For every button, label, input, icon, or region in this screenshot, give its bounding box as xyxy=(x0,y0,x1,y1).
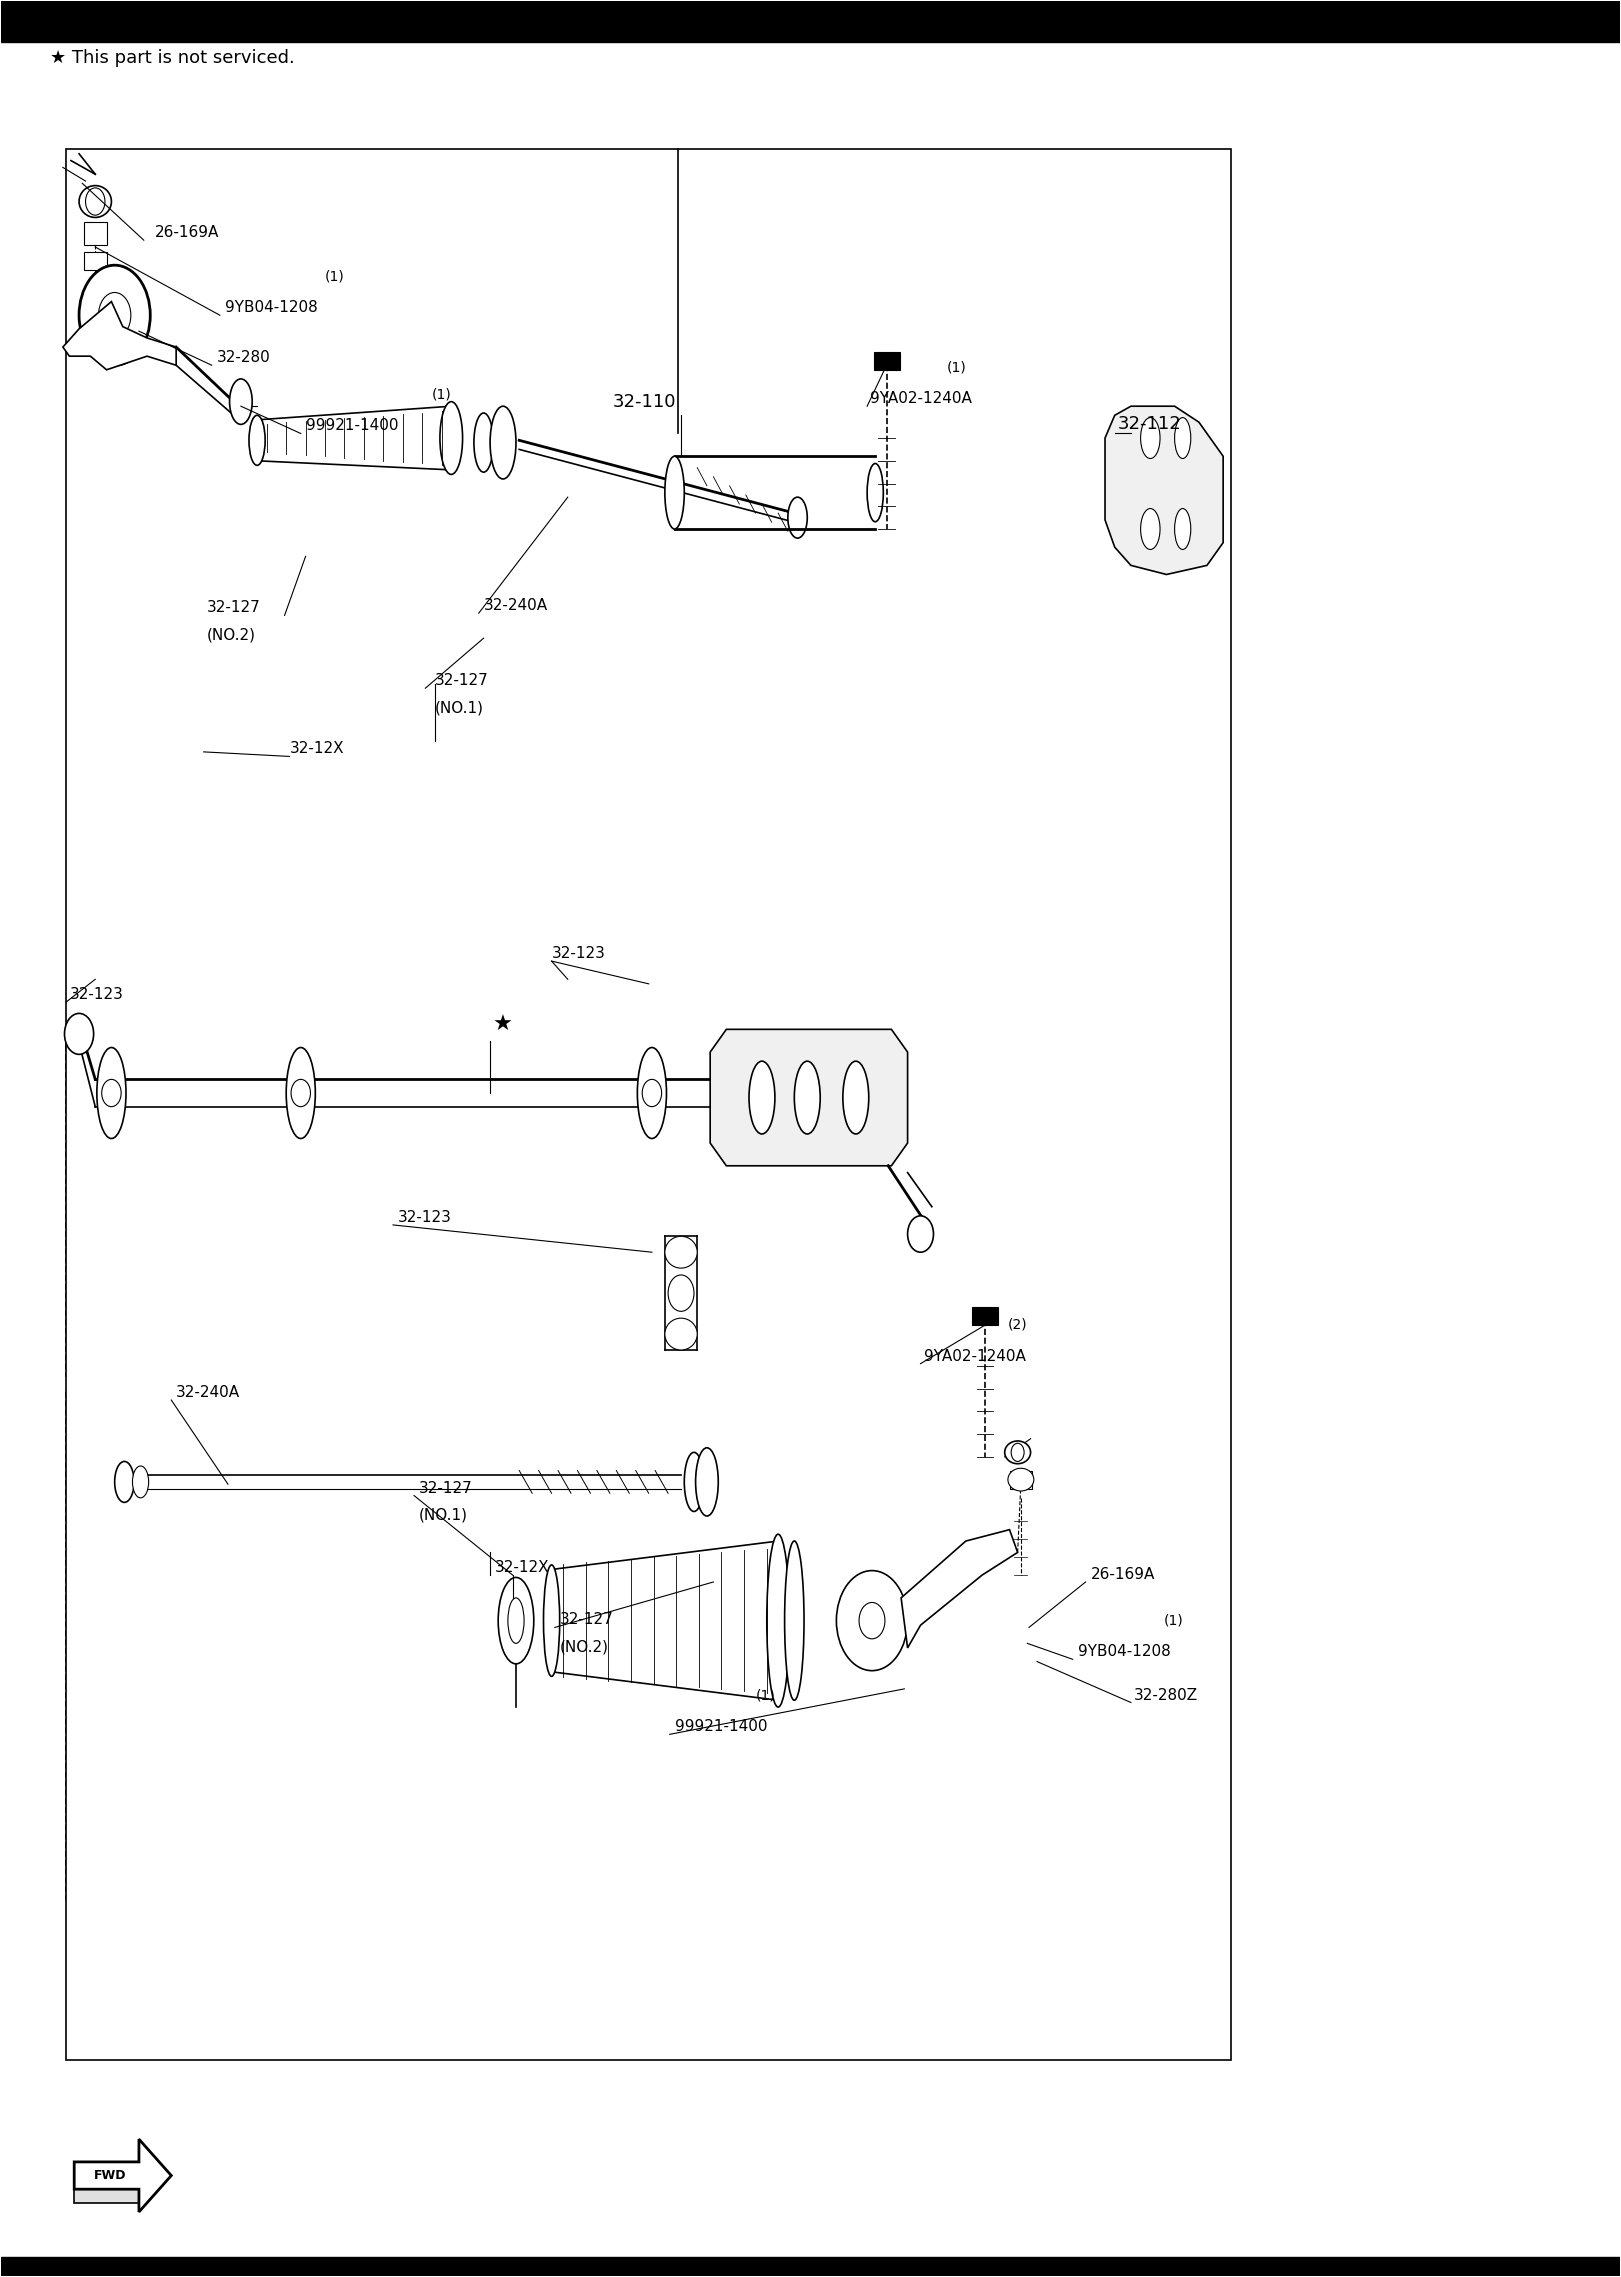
Bar xyxy=(973,1307,999,1325)
Text: (NO.2): (NO.2) xyxy=(207,628,256,642)
Text: (NO.1): (NO.1) xyxy=(418,1507,468,1523)
Text: 32-127: 32-127 xyxy=(434,674,490,688)
Bar xyxy=(84,250,107,269)
Ellipse shape xyxy=(843,1061,869,1134)
Circle shape xyxy=(908,1216,934,1252)
Text: 32-123: 32-123 xyxy=(397,1209,452,1225)
Ellipse shape xyxy=(1141,417,1161,458)
Bar xyxy=(66,1025,1037,1378)
Bar xyxy=(66,150,1232,2061)
Circle shape xyxy=(1012,1444,1024,1462)
Text: 32-112: 32-112 xyxy=(1118,414,1182,433)
Ellipse shape xyxy=(230,378,253,424)
Text: 32-240A: 32-240A xyxy=(483,599,548,613)
Ellipse shape xyxy=(250,414,266,465)
Ellipse shape xyxy=(665,1318,697,1350)
Text: 32-280: 32-280 xyxy=(217,351,271,364)
Ellipse shape xyxy=(665,1236,697,1268)
Text: (1): (1) xyxy=(326,269,345,282)
Ellipse shape xyxy=(867,465,883,521)
Ellipse shape xyxy=(1175,417,1191,458)
Ellipse shape xyxy=(1008,1469,1034,1491)
Text: ★ This part is not serviced.: ★ This part is not serviced. xyxy=(50,50,295,68)
Text: 9YB04-1208: 9YB04-1208 xyxy=(1078,1644,1170,1660)
Text: FWD: FWD xyxy=(94,2170,126,2181)
Ellipse shape xyxy=(287,1047,316,1138)
Text: (NO.2): (NO.2) xyxy=(559,1639,608,1655)
Ellipse shape xyxy=(115,1462,135,1503)
Circle shape xyxy=(99,291,131,337)
Text: 9YA02-1240A: 9YA02-1240A xyxy=(924,1348,1026,1364)
Ellipse shape xyxy=(507,1598,524,1644)
Text: 32-240A: 32-240A xyxy=(177,1384,240,1400)
Bar xyxy=(84,221,107,244)
Text: 32-12X: 32-12X xyxy=(290,742,344,756)
Text: 99921-1400: 99921-1400 xyxy=(674,1719,767,1735)
Ellipse shape xyxy=(749,1061,775,1134)
Bar xyxy=(66,1389,1037,1901)
Text: 32-127: 32-127 xyxy=(207,601,261,615)
Text: 32-110: 32-110 xyxy=(613,392,676,410)
Circle shape xyxy=(79,264,151,364)
Text: (2): (2) xyxy=(1008,1318,1028,1332)
Text: 32-123: 32-123 xyxy=(551,947,606,961)
Polygon shape xyxy=(1106,405,1224,574)
Bar xyxy=(924,1291,1216,1507)
Ellipse shape xyxy=(637,1047,666,1138)
Text: 32-12X: 32-12X xyxy=(494,1560,550,1576)
Polygon shape xyxy=(75,2138,172,2211)
Circle shape xyxy=(86,189,105,214)
Text: (1): (1) xyxy=(755,1690,775,1703)
Text: (NO.1): (NO.1) xyxy=(434,701,485,715)
Text: (1): (1) xyxy=(431,387,452,401)
Circle shape xyxy=(859,1603,885,1639)
Text: 32-127: 32-127 xyxy=(559,1612,613,1628)
Ellipse shape xyxy=(79,187,112,216)
Text: 32-123: 32-123 xyxy=(70,986,123,1002)
Ellipse shape xyxy=(684,1453,704,1512)
Text: ★: ★ xyxy=(493,1016,512,1034)
Polygon shape xyxy=(63,301,177,369)
Ellipse shape xyxy=(1141,508,1161,549)
Ellipse shape xyxy=(97,1047,126,1138)
Text: 26-169A: 26-169A xyxy=(156,225,219,239)
Bar xyxy=(2,2,1619,43)
Text: 26-169A: 26-169A xyxy=(1091,1567,1154,1583)
Ellipse shape xyxy=(788,496,807,537)
Bar xyxy=(874,351,900,369)
Text: 9YB04-1208: 9YB04-1208 xyxy=(225,301,318,314)
Ellipse shape xyxy=(65,1013,94,1054)
Ellipse shape xyxy=(1175,508,1191,549)
Circle shape xyxy=(292,1079,311,1107)
Bar xyxy=(1010,1471,1033,1489)
Ellipse shape xyxy=(695,1448,718,1516)
Ellipse shape xyxy=(1005,1441,1031,1464)
Text: 32-127: 32-127 xyxy=(418,1480,473,1496)
Ellipse shape xyxy=(785,1542,804,1701)
Circle shape xyxy=(642,1079,661,1107)
Ellipse shape xyxy=(498,1578,533,1664)
Polygon shape xyxy=(710,1029,908,1166)
Circle shape xyxy=(102,1079,122,1107)
Ellipse shape xyxy=(767,1535,789,1708)
Ellipse shape xyxy=(665,455,684,528)
Text: (1): (1) xyxy=(1164,1614,1183,1628)
Text: (1): (1) xyxy=(947,360,966,373)
Ellipse shape xyxy=(490,405,515,478)
Text: 9YA02-1240A: 9YA02-1240A xyxy=(870,392,973,405)
Polygon shape xyxy=(75,2188,139,2202)
Bar xyxy=(2,2257,1619,2275)
Ellipse shape xyxy=(473,412,493,471)
Bar xyxy=(204,751,1110,1013)
Ellipse shape xyxy=(439,401,462,474)
Polygon shape xyxy=(901,1530,1018,1649)
Circle shape xyxy=(668,1275,694,1312)
Ellipse shape xyxy=(133,1466,149,1498)
Text: 32-280Z: 32-280Z xyxy=(1135,1687,1198,1703)
Ellipse shape xyxy=(794,1061,820,1134)
Circle shape xyxy=(836,1571,908,1671)
Ellipse shape xyxy=(543,1564,559,1676)
Text: 99921-1400: 99921-1400 xyxy=(306,419,399,433)
